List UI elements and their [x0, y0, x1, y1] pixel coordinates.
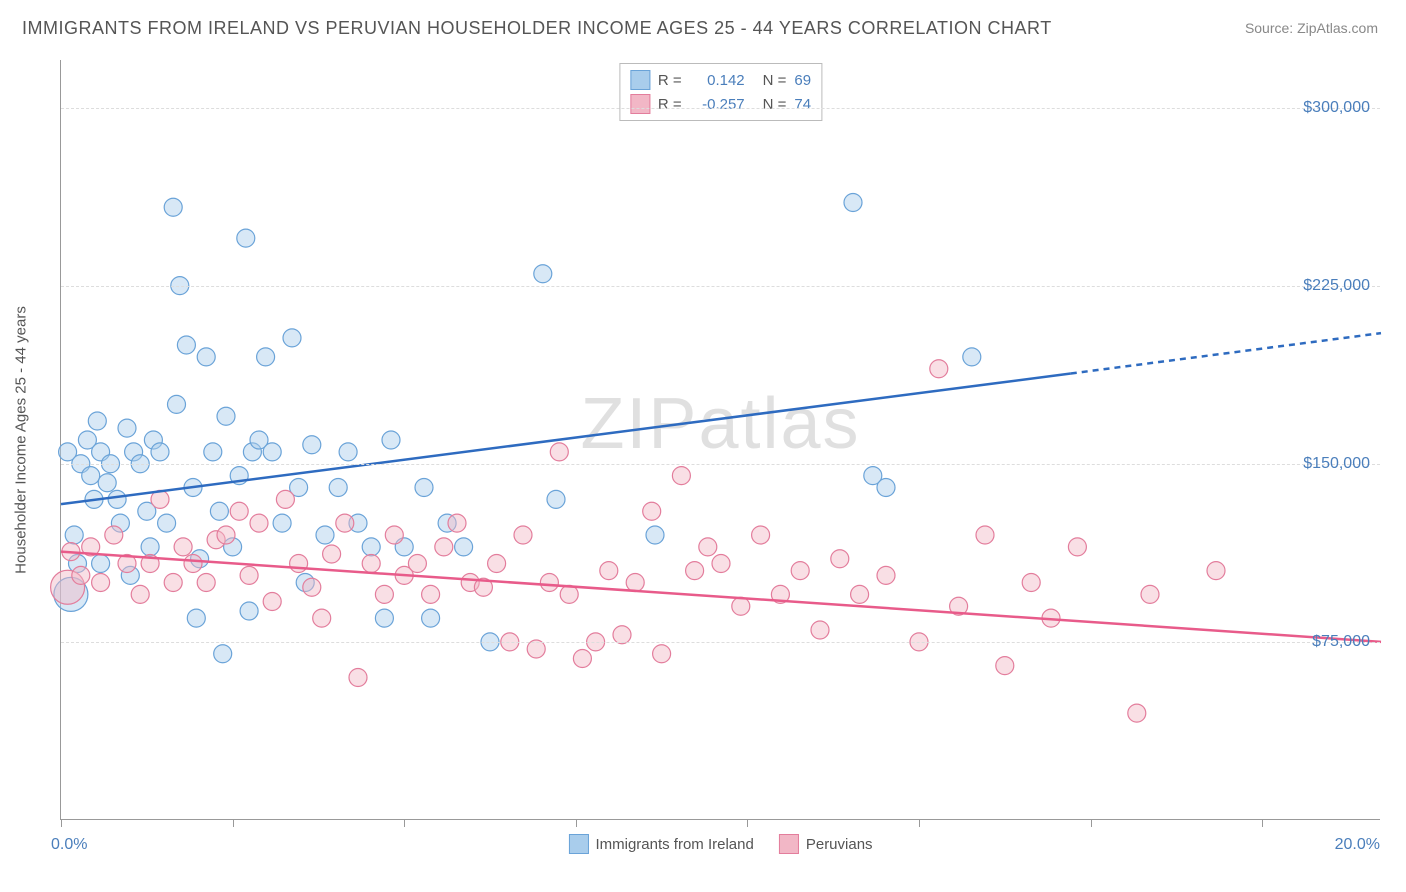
n-label: N =	[763, 72, 787, 89]
swatch-peruvians-icon	[779, 834, 799, 854]
x-tick	[404, 819, 405, 827]
swatch-peruvians	[630, 94, 650, 114]
plot-area: Householder Income Ages 25 - 44 years ZI…	[60, 60, 1380, 820]
y-tick-label: $150,000	[1303, 455, 1370, 473]
chart-title: IMMIGRANTS FROM IRELAND VS PERUVIAN HOUS…	[22, 18, 1052, 39]
series-legend: Immigrants from Ireland Peruvians	[568, 834, 872, 854]
gridline	[61, 464, 1380, 465]
legend-row-ireland: R = 0.142 N = 69	[630, 68, 811, 92]
legend-item-peruvians: Peruvians	[779, 834, 873, 854]
legend-label-ireland: Immigrants from Ireland	[595, 836, 753, 853]
y-axis-title: Householder Income Ages 25 - 44 years	[13, 306, 30, 574]
r-label: R =	[658, 96, 682, 113]
x-axis-max-label: 20.0%	[1335, 836, 1380, 854]
correlation-legend: R = 0.142 N = 69 R = -0.257 N = 74	[619, 63, 822, 121]
swatch-ireland-icon	[568, 834, 588, 854]
x-tick	[1262, 819, 1263, 827]
legend-row-peruvians: R = -0.257 N = 74	[630, 92, 811, 116]
legend-item-ireland: Immigrants from Ireland	[568, 834, 753, 854]
x-tick	[233, 819, 234, 827]
n-value-peruvians: 74	[794, 96, 811, 113]
gridline	[61, 642, 1380, 643]
x-tick	[576, 819, 577, 827]
source-label: Source: ZipAtlas.com	[1245, 20, 1378, 36]
x-tick	[919, 819, 920, 827]
n-label: N =	[763, 96, 787, 113]
swatch-ireland	[630, 70, 650, 90]
n-value-ireland: 69	[794, 72, 811, 89]
gridline	[61, 286, 1380, 287]
r-label: R =	[658, 72, 682, 89]
x-tick	[1091, 819, 1092, 827]
legend-label-peruvians: Peruvians	[806, 836, 873, 853]
r-value-peruvians: -0.257	[690, 96, 745, 113]
gridline	[61, 108, 1380, 109]
r-value-ireland: 0.142	[690, 72, 745, 89]
x-axis-min-label: 0.0%	[51, 836, 87, 854]
x-tick	[747, 819, 748, 827]
y-tick-label: $75,000	[1312, 633, 1370, 651]
chart-container: IMMIGRANTS FROM IRELAND VS PERUVIAN HOUS…	[0, 0, 1406, 892]
y-tick-label: $225,000	[1303, 277, 1370, 295]
scatter-svg	[61, 60, 1380, 819]
y-tick-label: $300,000	[1303, 99, 1370, 117]
x-tick	[61, 819, 62, 827]
